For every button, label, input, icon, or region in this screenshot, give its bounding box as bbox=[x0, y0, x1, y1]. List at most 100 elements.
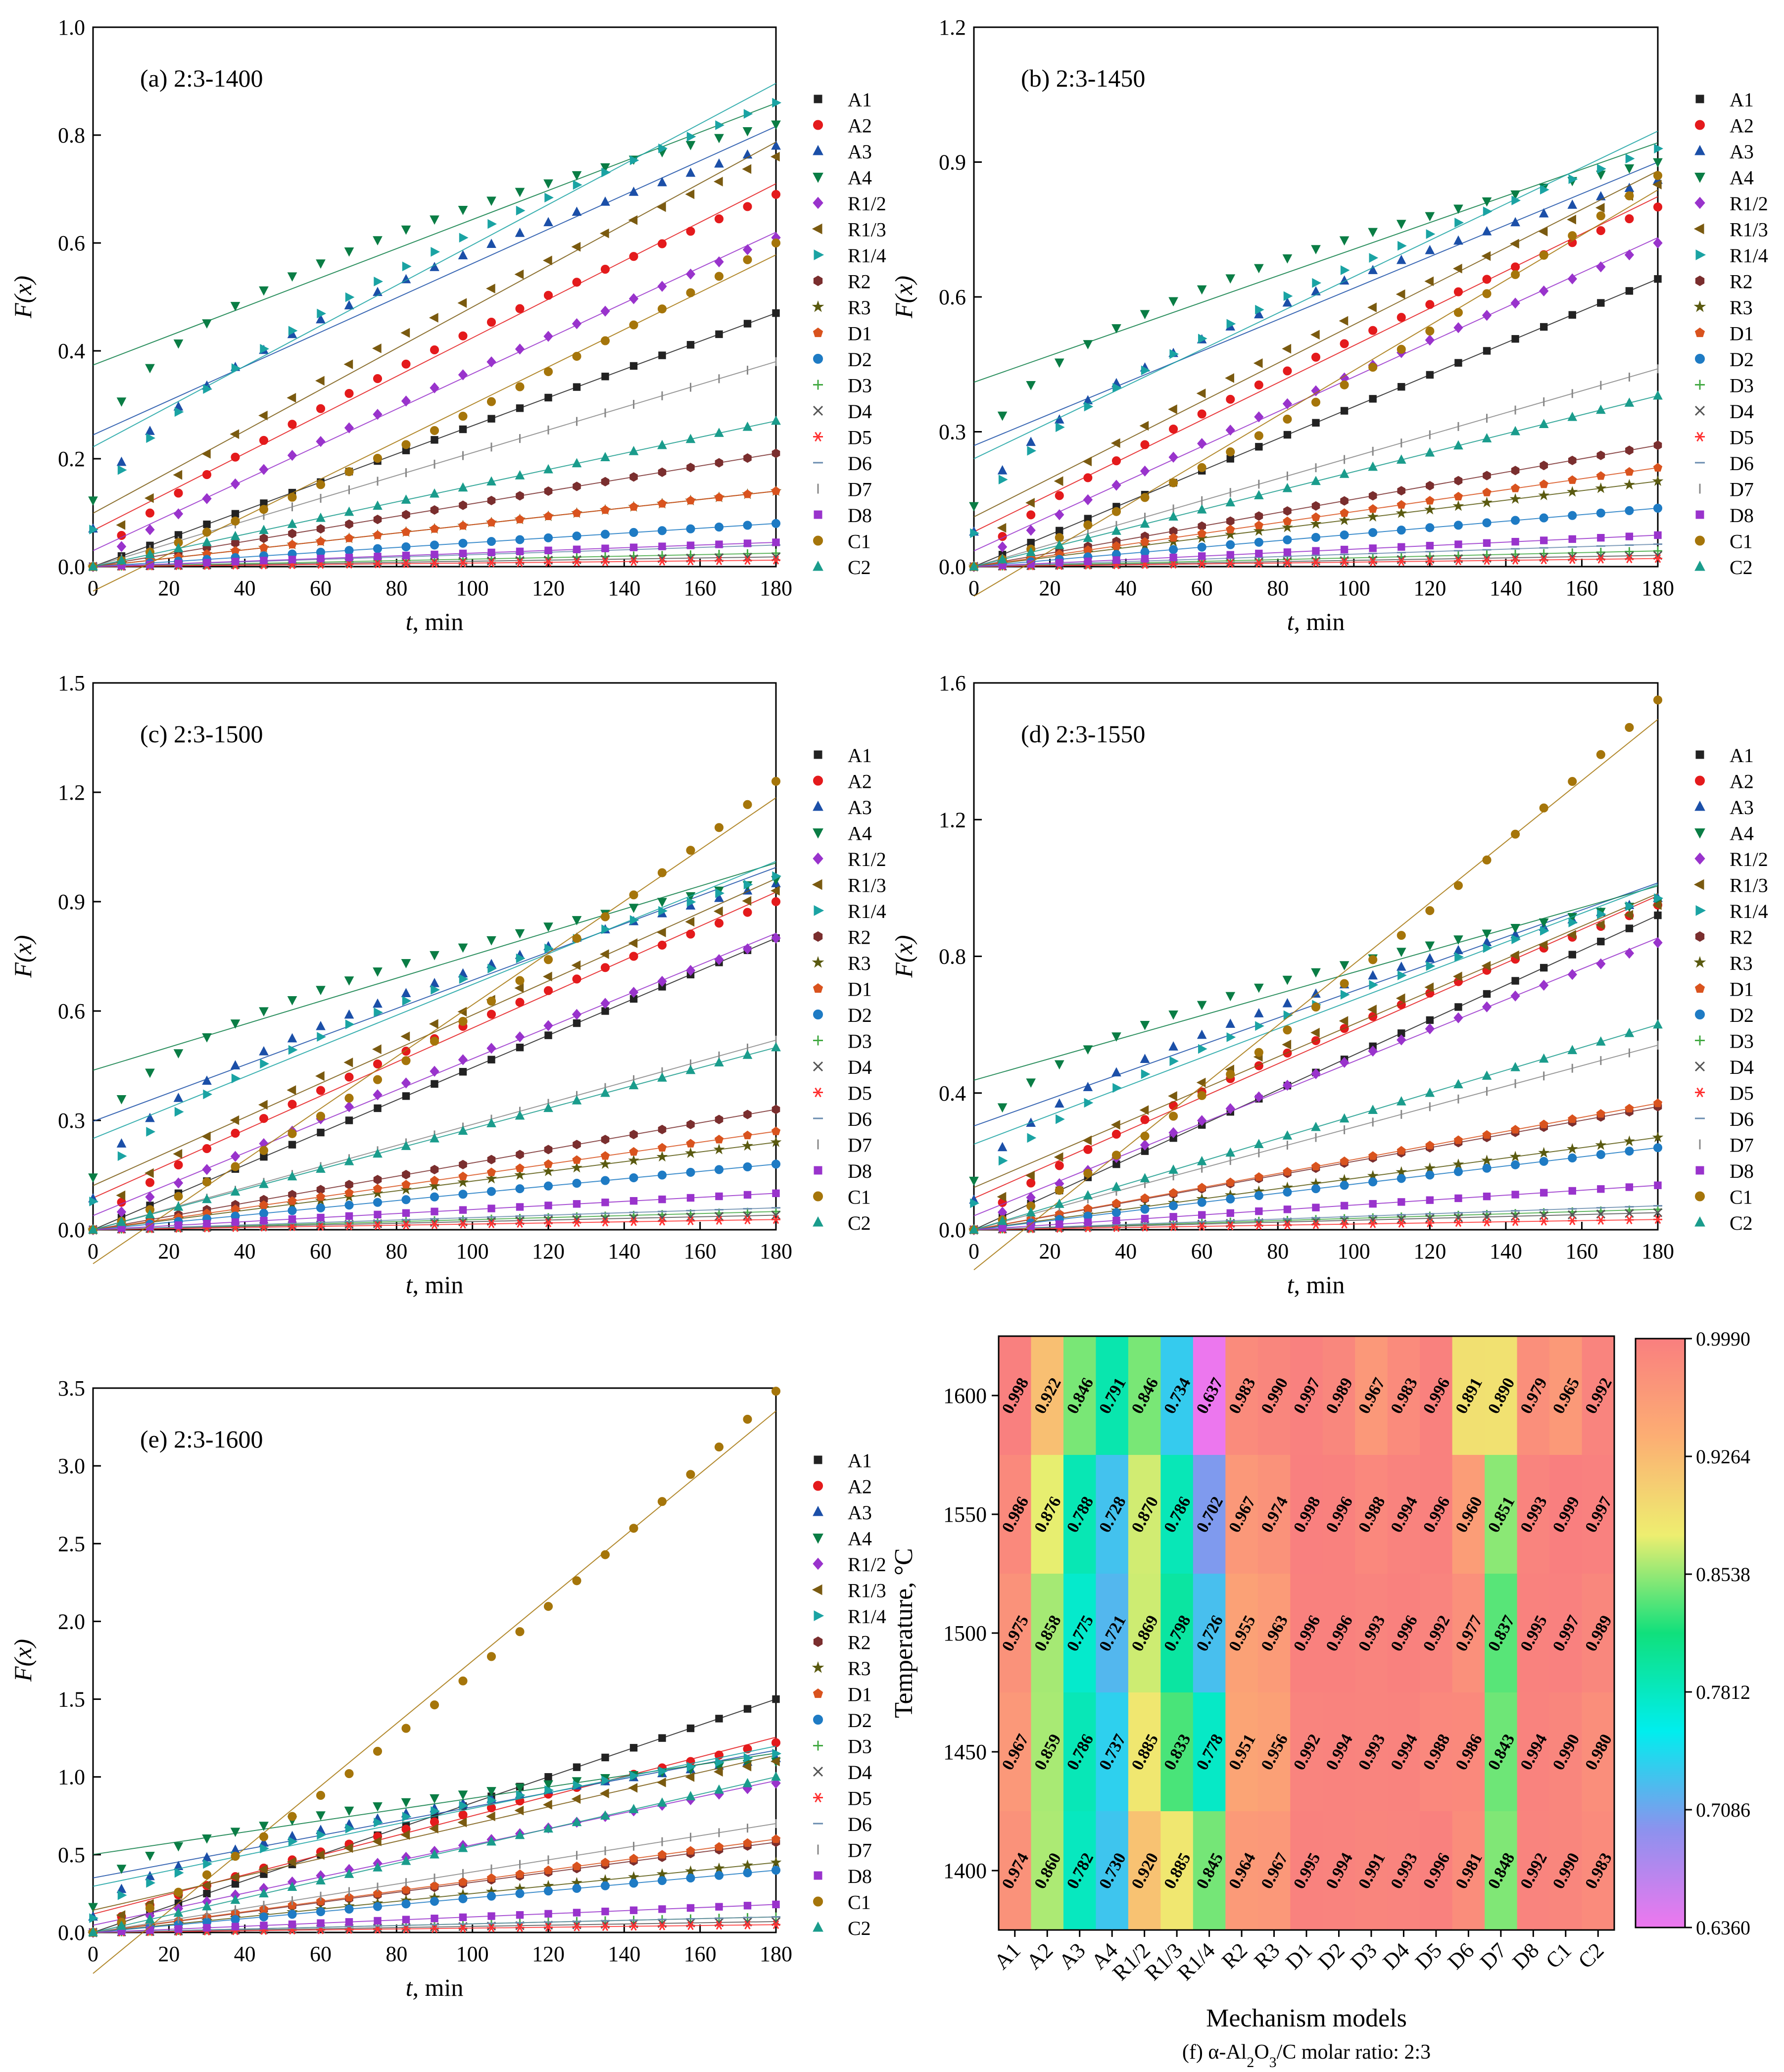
legend-label-A4: A4 bbox=[848, 167, 872, 189]
heatmap-cell-1600-A2 bbox=[1031, 1336, 1064, 1455]
data-point-D8 bbox=[772, 1900, 780, 1909]
data-point-A2 bbox=[771, 1738, 781, 1747]
data-point-C2 bbox=[316, 512, 326, 522]
data-point-R3 bbox=[685, 1147, 696, 1158]
data-point-A2 bbox=[1653, 202, 1663, 212]
data-point-D2 bbox=[1311, 532, 1321, 542]
data-point-A4 bbox=[259, 286, 269, 296]
x-tick-label: 120 bbox=[1413, 576, 1446, 600]
data-point-R1/3 bbox=[685, 189, 695, 199]
data-point-D2 bbox=[1254, 537, 1263, 547]
data-point-C2 bbox=[173, 1907, 184, 1917]
legend-label-D3: D3 bbox=[848, 375, 872, 397]
x-tick-label: 100 bbox=[456, 1239, 489, 1263]
data-point-R1/3 bbox=[173, 1149, 183, 1159]
heatmap-cell-1600-C1 bbox=[1549, 1336, 1583, 1455]
data-point-D8 bbox=[402, 1209, 410, 1217]
data-point-A2 bbox=[1140, 1115, 1150, 1124]
data-point-D2 bbox=[657, 526, 667, 535]
data-point-A4 bbox=[1140, 1021, 1150, 1030]
data-point-C2 bbox=[88, 1224, 98, 1234]
data-point-D5 bbox=[1484, 1217, 1490, 1227]
data-point-D4 bbox=[1340, 556, 1349, 565]
data-point-D1 bbox=[629, 1854, 638, 1863]
heatmap-cell-1400-D8 bbox=[1517, 1811, 1550, 1930]
data-point-R1/2 bbox=[486, 356, 496, 368]
data-point-C2 bbox=[116, 1920, 127, 1930]
data-point-D2 bbox=[1311, 1184, 1321, 1194]
data-point-C1 bbox=[231, 1852, 240, 1861]
data-point-R2 bbox=[658, 467, 667, 477]
data-point-D1 bbox=[1311, 512, 1321, 521]
data-point-A3 bbox=[1624, 183, 1635, 192]
data-point-D1 bbox=[1197, 1183, 1206, 1192]
data-point-D1 bbox=[288, 1196, 297, 1205]
data-point-D1 bbox=[458, 1877, 468, 1886]
data-point-R1/4 bbox=[658, 1766, 668, 1776]
data-point-D5 bbox=[1398, 557, 1404, 566]
data-point-R3 bbox=[1566, 486, 1578, 497]
x-tick-label: 80 bbox=[1267, 576, 1289, 600]
data-point-C2 bbox=[344, 506, 354, 516]
data-point-A4 bbox=[173, 1049, 184, 1059]
legend-label-R1/4: R1/4 bbox=[848, 900, 886, 922]
data-point-R1/2 bbox=[1596, 261, 1606, 273]
data-point-D1 bbox=[686, 1139, 695, 1148]
data-point-D1 bbox=[430, 1881, 439, 1890]
data-point-D8 bbox=[743, 539, 752, 547]
data-point-D8 bbox=[1255, 549, 1263, 558]
data-point-A2 bbox=[174, 488, 183, 498]
x-tick-label: 20 bbox=[1039, 1239, 1061, 1263]
data-point-A3 bbox=[657, 177, 667, 187]
heatmap-cell-1400-D6 bbox=[1452, 1811, 1485, 1930]
data-point-R1/4 bbox=[1511, 934, 1521, 945]
data-point-A1 bbox=[1340, 407, 1349, 415]
data-point-A1 bbox=[573, 1763, 581, 1771]
y-tick-label: 1.0 bbox=[58, 15, 85, 40]
data-point-R1/3 bbox=[1110, 438, 1120, 448]
legend-label-C2: C2 bbox=[848, 556, 871, 578]
data-point-R1/4 bbox=[1198, 334, 1207, 343]
x-tick-label: 140 bbox=[608, 1942, 640, 1966]
data-point-R3 bbox=[457, 1176, 469, 1187]
data-point-R1/3 bbox=[1282, 343, 1292, 354]
data-point-D1 bbox=[629, 1147, 638, 1156]
legend-marker-R3 bbox=[812, 956, 824, 968]
legend-label-D6: D6 bbox=[1730, 452, 1754, 475]
data-point-D5 bbox=[517, 1219, 523, 1228]
data-point-A3 bbox=[259, 1046, 269, 1056]
data-point-A2 bbox=[231, 1128, 240, 1138]
legend-marker-R2 bbox=[813, 931, 823, 942]
data-point-D1 bbox=[1254, 521, 1263, 530]
data-point-D1 bbox=[316, 1192, 326, 1201]
data-point-C2 bbox=[230, 1894, 241, 1904]
data-point-D2 bbox=[1340, 1181, 1349, 1190]
data-point-R1/4 bbox=[1426, 229, 1436, 239]
data-point-D5 bbox=[374, 559, 381, 569]
data-point-C2 bbox=[600, 1810, 610, 1820]
data-point-A4 bbox=[230, 302, 241, 311]
data-point-R1/3 bbox=[486, 284, 495, 293]
data-point-D1 bbox=[1283, 516, 1292, 526]
x-tick-label: 140 bbox=[1490, 1239, 1522, 1263]
x-tick-label: 80 bbox=[1267, 1239, 1289, 1263]
data-point-A4 bbox=[173, 1842, 184, 1852]
data-point-C1 bbox=[316, 1790, 326, 1800]
data-point-C2 bbox=[1453, 1079, 1463, 1089]
data-point-C2 bbox=[259, 1888, 269, 1898]
data-point-R1/2 bbox=[543, 1020, 553, 1031]
data-point-D1 bbox=[515, 1869, 525, 1878]
data-point-R1/3 bbox=[1110, 1120, 1120, 1130]
data-point-D5 bbox=[1626, 554, 1633, 564]
data-point-D4 bbox=[771, 1210, 781, 1220]
data-point-C2 bbox=[628, 1804, 639, 1813]
data-point-R1/4 bbox=[743, 109, 753, 119]
data-point-D5 bbox=[574, 557, 580, 567]
legend-marker-C2 bbox=[813, 1216, 823, 1227]
data-point-A1 bbox=[601, 1753, 609, 1762]
series-D1 bbox=[88, 486, 781, 571]
series-R1/4 bbox=[89, 83, 781, 534]
x-tick-label: 160 bbox=[1565, 1239, 1598, 1263]
heatmap-cell-1500-D3 bbox=[1355, 1574, 1388, 1693]
data-point-A2 bbox=[202, 1144, 212, 1154]
